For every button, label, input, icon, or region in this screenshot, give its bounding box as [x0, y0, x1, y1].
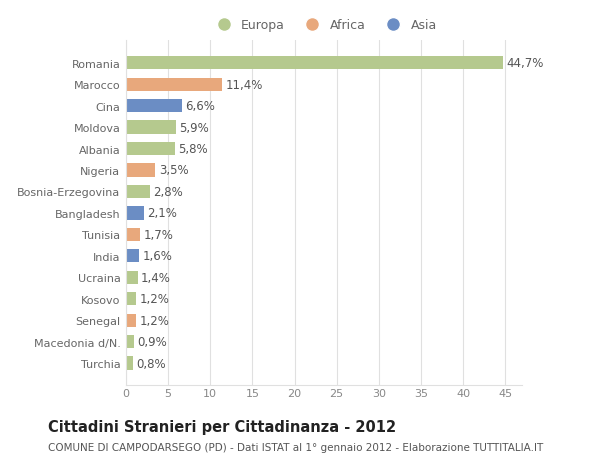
Text: 0,8%: 0,8%: [136, 357, 166, 370]
Text: 3,5%: 3,5%: [159, 164, 188, 177]
Legend: Europa, Africa, Asia: Europa, Africa, Asia: [209, 17, 439, 34]
Text: 2,1%: 2,1%: [147, 207, 177, 220]
Bar: [126, 228, 140, 241]
Text: 1,6%: 1,6%: [143, 250, 173, 263]
Bar: [126, 164, 155, 177]
Text: 5,8%: 5,8%: [178, 143, 208, 156]
Text: 2,8%: 2,8%: [153, 185, 183, 198]
Text: 6,6%: 6,6%: [185, 100, 215, 113]
Text: 44,7%: 44,7%: [506, 57, 544, 70]
Bar: [126, 250, 139, 263]
Bar: [126, 357, 133, 370]
Text: Cittadini Stranieri per Cittadinanza - 2012: Cittadini Stranieri per Cittadinanza - 2…: [48, 419, 396, 434]
Bar: [126, 292, 136, 306]
Text: 0,9%: 0,9%: [137, 336, 167, 348]
Text: 1,2%: 1,2%: [139, 314, 169, 327]
Bar: [126, 314, 136, 327]
Text: 1,4%: 1,4%: [141, 271, 171, 284]
Bar: [126, 57, 503, 70]
Bar: [126, 335, 134, 348]
Text: 5,9%: 5,9%: [179, 121, 209, 134]
Text: 11,4%: 11,4%: [226, 78, 263, 91]
Text: COMUNE DI CAMPODARSEGO (PD) - Dati ISTAT al 1° gennaio 2012 - Elaborazione TUTTI: COMUNE DI CAMPODARSEGO (PD) - Dati ISTAT…: [48, 442, 543, 452]
Text: 1,2%: 1,2%: [139, 292, 169, 306]
Bar: [126, 185, 149, 199]
Bar: [126, 271, 138, 284]
Bar: [126, 100, 182, 113]
Bar: [126, 78, 222, 92]
Bar: [126, 207, 143, 220]
Bar: [126, 121, 176, 134]
Bar: [126, 143, 175, 156]
Text: 1,7%: 1,7%: [143, 229, 173, 241]
